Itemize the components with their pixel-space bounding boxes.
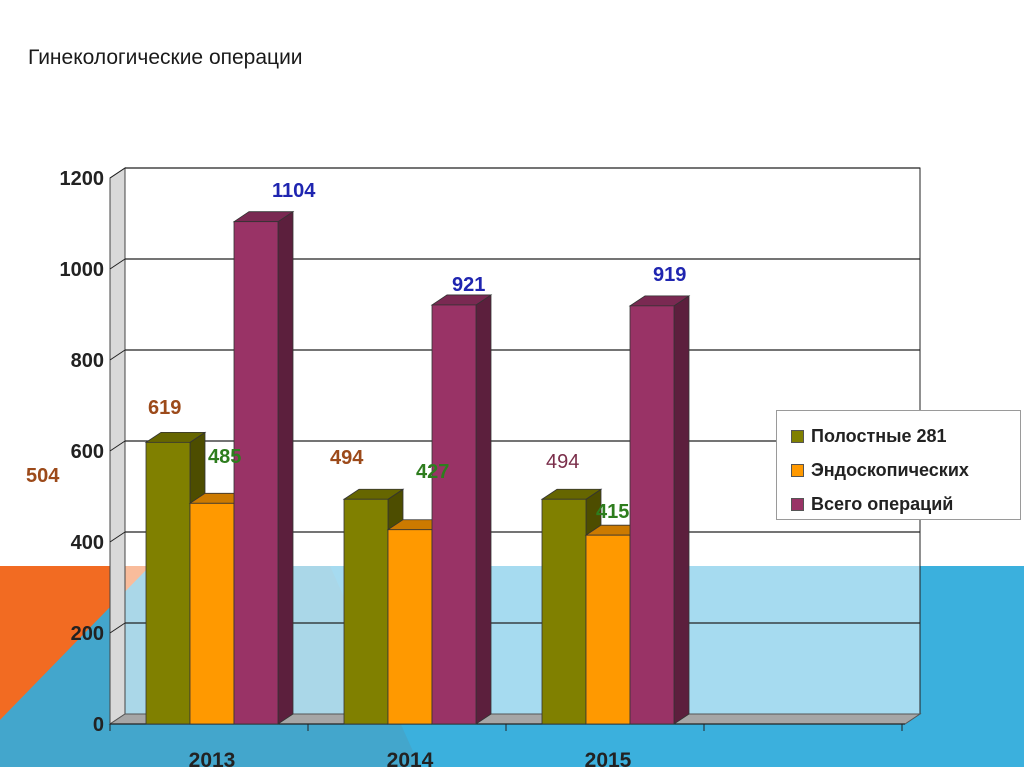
bar-side [277, 210, 294, 725]
y-tick-label: 200 [71, 623, 104, 645]
legend-item-total: Всего операций [791, 487, 1020, 521]
annotation-label: 504 [26, 465, 60, 487]
bar-front [233, 221, 279, 725]
y-tick-label: 400 [71, 532, 104, 554]
y-tick-label: 600 [71, 441, 104, 463]
y-tick-label: 1200 [60, 168, 105, 190]
data-label-endoscopic: 415 [596, 501, 629, 523]
data-label-cavity: 494 [546, 451, 579, 473]
bar-total [628, 295, 691, 725]
legend-swatch-endoscopic [791, 463, 804, 477]
x-tick-label: 2013 [189, 749, 236, 767]
legend-item-cavity: Полостные 281 [791, 419, 1020, 453]
bar-front [585, 534, 631, 725]
legend-label-cavity: Полостные 281 [811, 425, 947, 446]
x-tick-label: 2015 [585, 749, 632, 767]
bar-side [475, 294, 492, 725]
y-tick-label: 800 [71, 350, 104, 372]
data-label-endoscopic: 485 [208, 446, 241, 468]
data-label-total: 919 [653, 264, 686, 286]
bar-front [145, 441, 191, 725]
bar-total [232, 210, 295, 725]
data-label-total: 921 [452, 274, 485, 296]
data-label-total: 1104 [272, 180, 316, 202]
bar-front [387, 529, 433, 725]
bar-front [541, 498, 587, 725]
legend-item-endoscopic: Эндоскопических [791, 453, 1020, 487]
gridline-side [109, 167, 126, 179]
bar-front [431, 304, 477, 725]
y-tick-label: 1000 [60, 259, 105, 281]
y-tick-label: 0 [93, 714, 104, 736]
bar-total [430, 294, 493, 725]
data-label-cavity: 494 [330, 447, 364, 469]
bar-front [629, 305, 675, 725]
legend-label-endoscopic: Эндоскопических [811, 459, 969, 480]
legend-label-total: Всего операций [811, 493, 954, 514]
legend-swatch-cavity [791, 429, 804, 443]
gridline-side [109, 440, 126, 452]
legend-swatch-total [791, 497, 804, 511]
gridline-side [109, 258, 126, 270]
bar-side [673, 295, 690, 725]
page-title: Гинекологические операции [28, 46, 303, 69]
data-label-endoscopic: 427 [416, 461, 449, 483]
chart-legend: Полостные 281 Эндоскопических Всего опер… [776, 410, 1021, 520]
gridline-side [109, 349, 126, 361]
gridline-side [109, 622, 126, 634]
bar-front [189, 502, 235, 725]
data-label-cavity: 619 [148, 397, 181, 419]
gridline-side [109, 531, 126, 543]
x-tick-label: 2014 [387, 749, 434, 767]
bar-front [343, 498, 389, 725]
